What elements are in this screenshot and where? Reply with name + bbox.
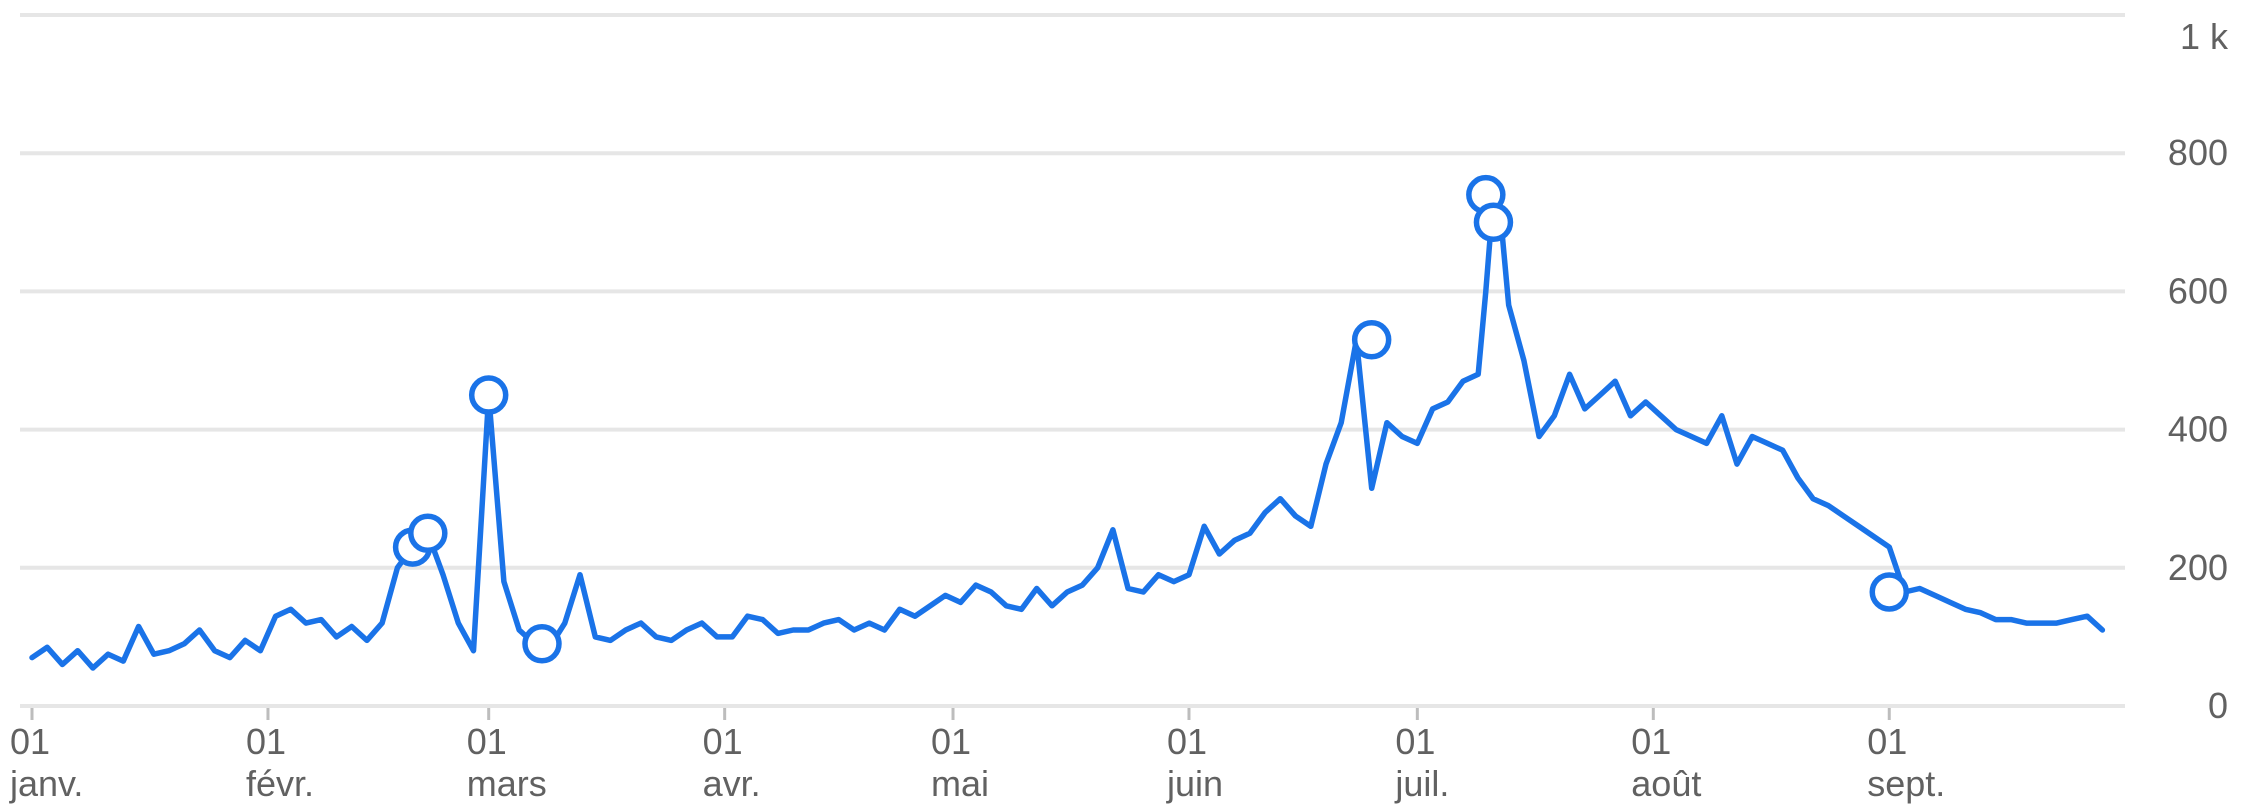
x-tick-day-label: 01 <box>1631 721 1671 762</box>
highlight-marker[interactable] <box>1473 202 1514 243</box>
x-tick-month-label: août <box>1631 763 1701 804</box>
x-tick-day-label: 01 <box>703 721 743 762</box>
x-tick-month-label: avr. <box>703 763 761 804</box>
x-tick-month-label: juil. <box>1394 763 1449 804</box>
x-axis-ticks: 01janv.01févr.01mars01avr.01mai01juin01j… <box>9 708 1945 804</box>
y-tick-label: 800 <box>2168 132 2228 173</box>
highlight-marker[interactable] <box>408 513 448 553</box>
x-tick-day-label: 01 <box>1167 721 1207 762</box>
highlight-marker[interactable] <box>522 624 562 664</box>
x-tick-day-label: 01 <box>1867 721 1907 762</box>
highlight-marker[interactable] <box>1351 320 1392 360</box>
x-tick-month-label: mai <box>931 763 989 804</box>
x-tick-day-label: 01 <box>467 721 507 762</box>
y-tick-label: 600 <box>2168 270 2228 311</box>
series-line-0 <box>29 191 2106 671</box>
x-tick-month-label: juin <box>1166 763 1223 804</box>
x-tick-day-label: 01 <box>246 721 286 762</box>
highlight-markers[interactable] <box>392 174 1910 664</box>
x-tick-day-label: 01 <box>931 721 971 762</box>
y-tick-label: 200 <box>2168 547 2228 588</box>
x-tick-month-label: sept. <box>1867 763 1945 804</box>
x-tick-month-label: mars <box>467 763 547 804</box>
x-tick-month-label: janv. <box>9 763 83 804</box>
highlight-marker[interactable] <box>1869 572 1910 612</box>
x-tick-month-label: févr. <box>246 763 314 804</box>
y-tick-label: 400 <box>2168 409 2228 450</box>
y-tick-label: 1 k <box>2180 16 2229 57</box>
y-tick-label: 0 <box>2208 685 2228 726</box>
x-tick-day-label: 01 <box>1395 721 1435 762</box>
y-axis-ticks: 0 200 400 600 800 1 k <box>2168 16 2229 726</box>
highlight-marker[interactable] <box>468 375 509 415</box>
x-tick-day-label: 01 <box>10 721 50 762</box>
grid-lines <box>20 13 2125 708</box>
series-layer <box>29 191 2106 671</box>
